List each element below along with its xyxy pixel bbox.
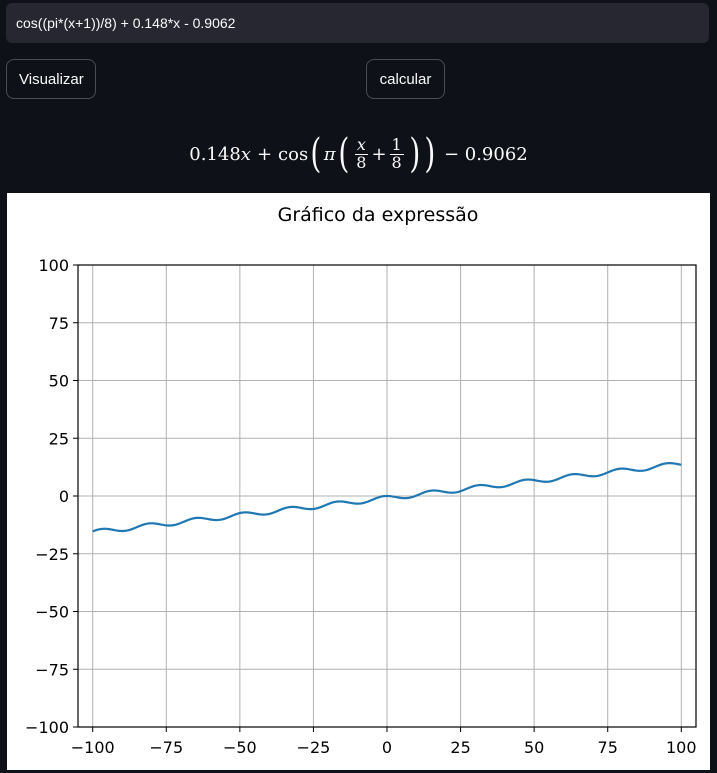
y-tick-label: 0 <box>59 487 69 506</box>
latex-left-paren-inner: ( <box>337 131 349 177</box>
x-axis-ticks: −100 −75 −50 −25 0 25 50 75 100 <box>71 727 697 757</box>
latex-frac1-denominator: 8 <box>356 152 367 172</box>
expression-input[interactable] <box>6 3 709 43</box>
latex-inner-plus: + <box>371 143 387 165</box>
calculate-button[interactable]: calcular <box>366 59 445 99</box>
series-line <box>92 462 682 533</box>
latex-coefficient: 0.148 <box>189 143 241 165</box>
y-axis-ticks: −100 −75 −50 −25 0 25 50 75 100 <box>25 256 78 737</box>
y-tick-label: −75 <box>35 660 69 679</box>
y-tick-label: 100 <box>38 256 69 275</box>
latex-right-paren-inner: ) <box>409 131 420 177</box>
x-tick-label: 75 <box>598 738 618 757</box>
x-tick-label: 25 <box>450 738 470 757</box>
visualize-button[interactable]: Visualizar <box>6 59 96 99</box>
latex-pi: π <box>323 143 336 165</box>
expression-chart: Gráfico da expressão −100 −75 −50 −25 0 25 50 7… <box>25 204 697 757</box>
latex-plus: + <box>256 143 273 165</box>
y-tick-label: −50 <box>35 603 69 622</box>
latex-fraction-x-over-8: x 8 <box>354 134 368 172</box>
y-tick-label: 50 <box>49 372 69 391</box>
latex-variable: x <box>240 143 251 165</box>
x-tick-label: 100 <box>666 738 697 757</box>
x-tick-label: 0 <box>382 738 392 757</box>
chart-title: Gráfico da expressão <box>278 204 479 226</box>
x-tick-label: −100 <box>71 738 115 757</box>
latex-cos: cos <box>278 143 309 165</box>
latex-expression: 0.148 x + cos ( π ( x 8 + 1 8 ) ) − 0.906… <box>0 128 717 180</box>
latex-frac2-numerator: 1 <box>389 134 404 155</box>
latex-right-paren: ) <box>424 131 436 177</box>
x-tick-label: −25 <box>297 738 331 757</box>
y-tick-label: 25 <box>49 429 69 448</box>
latex-frac1-numerator: x <box>354 134 368 155</box>
latex-frac2-denominator: 8 <box>391 152 402 172</box>
x-tick-label: 50 <box>524 738 544 757</box>
latex-fraction-1-over-8: 1 8 <box>389 134 404 172</box>
latex-constant: − 0.9062 <box>443 143 528 165</box>
y-tick-label: 75 <box>49 314 69 333</box>
x-tick-label: −50 <box>223 738 257 757</box>
latex-left-paren: ( <box>310 131 322 177</box>
chart-container: Gráfico da expressão −100 −75 −50 −25 0 25 50 7… <box>7 193 710 770</box>
x-tick-label: −75 <box>149 738 183 757</box>
y-tick-label: −100 <box>25 718 69 737</box>
y-tick-label: −25 <box>35 545 69 564</box>
